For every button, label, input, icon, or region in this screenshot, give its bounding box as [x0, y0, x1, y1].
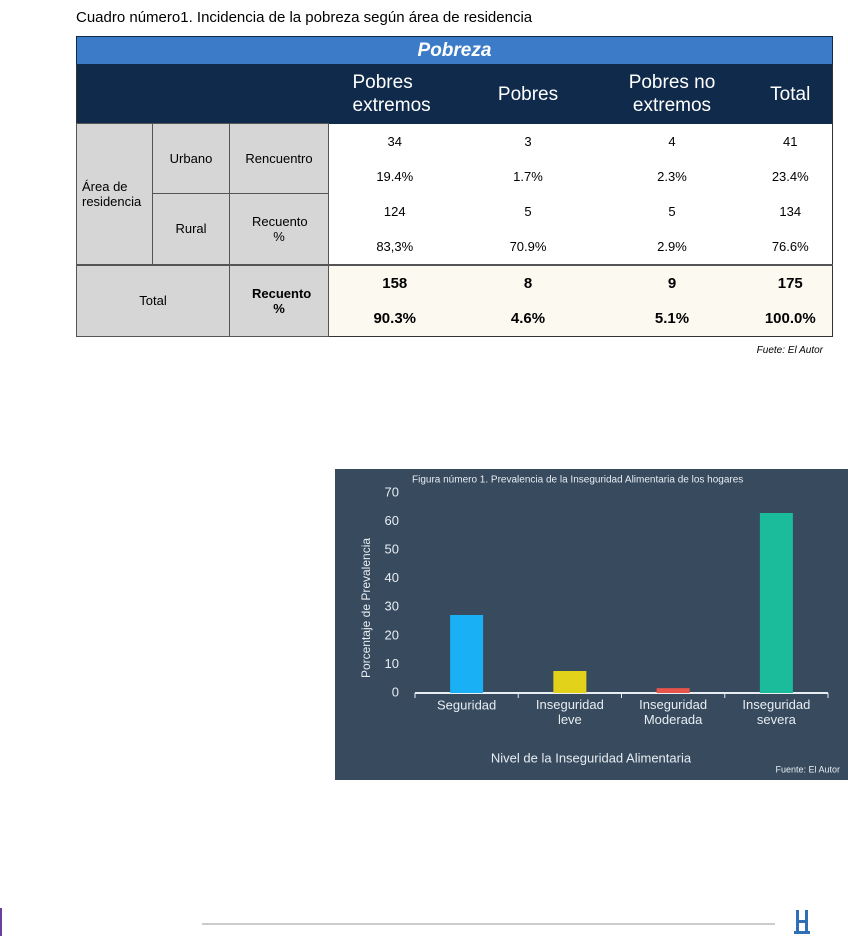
column-header: Pobres no extremos — [595, 64, 749, 124]
count: 175 — [748, 263, 833, 301]
y-tick-label: 20 — [385, 627, 399, 642]
measure: Recuento % — [229, 193, 329, 265]
y-tick-label: 0 — [392, 684, 399, 699]
y-tick-label: 70 — [385, 484, 399, 499]
percent: 76.6% — [771, 238, 809, 254]
count: 3 — [524, 133, 532, 149]
percent: 19.4% — [376, 168, 414, 184]
chart-title: Figura número 1. Prevalencia de la Inseg… — [412, 475, 743, 486]
percent: 70.9% — [509, 238, 547, 254]
count: 134 — [779, 203, 802, 219]
bar — [656, 688, 690, 693]
table-source: Fuete: El Autor — [756, 345, 823, 356]
table-title: Pobreza — [76, 36, 833, 65]
chart: Figura número 1. Prevalencia de la Inseg… — [335, 469, 848, 780]
y-tick-label: 60 — [385, 513, 399, 528]
x-tick-label: Inseguridad leve — [536, 697, 604, 727]
percent: 90.3% — [328, 300, 461, 336]
percent: 2.9% — [657, 238, 687, 254]
row-group: Área de residencia — [76, 123, 153, 265]
y-tick-label: 50 — [385, 542, 399, 557]
count: 4 — [668, 133, 676, 149]
x-tick-label: Inseguridad severa — [742, 697, 810, 727]
count: 5 — [668, 203, 676, 219]
measure: Recuento % — [229, 263, 329, 337]
x-tick-label: Inseguridad Moderada — [639, 697, 707, 727]
bar — [450, 615, 484, 693]
percent: 4.6% — [460, 300, 596, 336]
count: 158 — [328, 263, 461, 301]
area: Rural — [152, 193, 230, 265]
total-label: Total — [76, 263, 230, 337]
count: 5 — [524, 203, 532, 219]
count: 8 — [460, 263, 596, 301]
chart-note: Fuente: El Autor — [775, 764, 840, 774]
x-axis-label: Nivel de la Inseguridad Alimentaria — [491, 750, 692, 765]
area: Urbano — [152, 123, 230, 194]
percent: 5.1% — [595, 300, 749, 336]
header-blank — [76, 64, 329, 124]
measure: Rencuentro — [229, 123, 329, 194]
percent: 100.0% — [748, 300, 833, 336]
y-tick-label: 10 — [385, 656, 399, 671]
count: 9 — [595, 263, 749, 301]
footer-logo — [794, 910, 810, 934]
bar — [759, 513, 793, 693]
percent: 2.3% — [657, 168, 687, 184]
percent: 1.7% — [513, 168, 543, 184]
footer-mark — [0, 908, 2, 936]
poverty-table: Pobreza Pobres extremos Pobres Pobres no… — [76, 36, 833, 337]
percent: 83,3% — [376, 238, 414, 254]
count: 34 — [387, 133, 402, 149]
y-tick-label: 40 — [385, 570, 399, 585]
bar — [553, 671, 587, 693]
column-header: Pobres extremos — [328, 64, 461, 124]
footer — [0, 908, 810, 936]
percent: 23.4% — [771, 168, 809, 184]
column-header: Total — [748, 64, 833, 124]
count: 124 — [383, 203, 406, 219]
caption: Cuadro número1. Incidencia de la pobreza… — [76, 9, 533, 26]
column-header: Pobres — [460, 64, 596, 124]
count: 41 — [783, 133, 798, 149]
x-tick-label: Seguridad — [437, 697, 496, 712]
y-tick-label: 30 — [385, 599, 399, 614]
y-axis-label: Porcentaje de Prevalencia — [359, 538, 373, 678]
